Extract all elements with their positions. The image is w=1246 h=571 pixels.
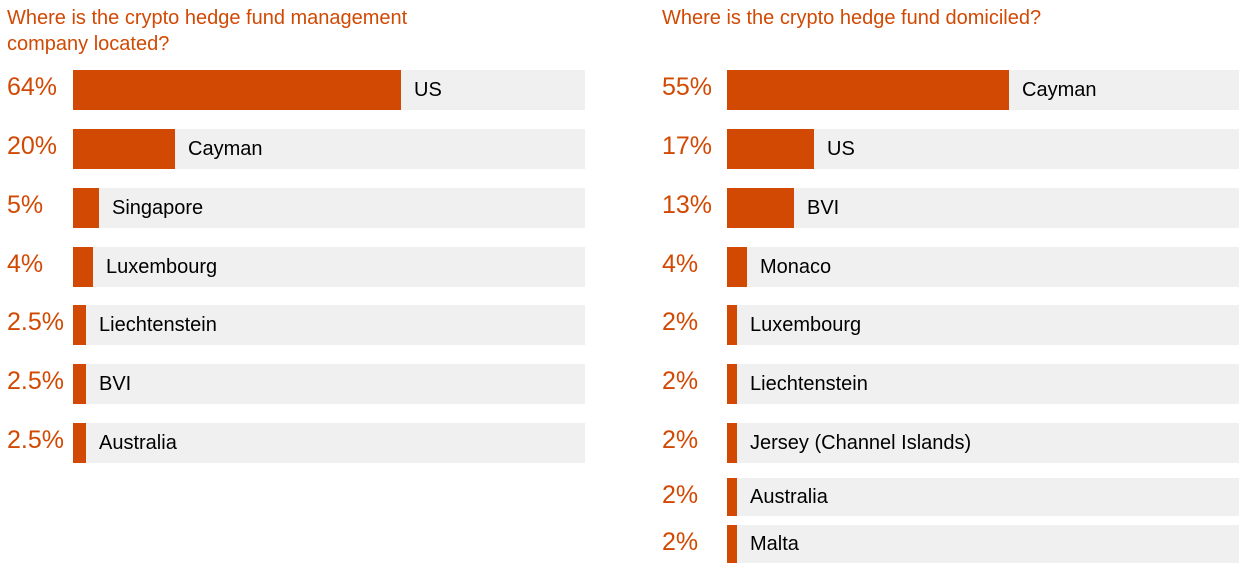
domicile-category-label-liechtenstein: Liechtenstein bbox=[750, 373, 868, 395]
domicile-value-label-monaco: 4% bbox=[662, 250, 699, 278]
domicile-category-label-monaco: Monaco bbox=[760, 256, 832, 278]
domicile-bar-cayman bbox=[727, 70, 1009, 110]
mgmt-value-label-luxembourg: 4% bbox=[7, 250, 44, 278]
mgmt-bar-track-bvi bbox=[73, 364, 585, 404]
mgmt-value-label-australia: 2.5% bbox=[7, 426, 64, 454]
mgmt-bar-australia bbox=[73, 423, 86, 463]
domicile-bar-track-australia bbox=[727, 478, 1239, 516]
mgmt-category-label-australia: Australia bbox=[99, 432, 177, 454]
domicile-bar-track-us bbox=[727, 129, 1239, 169]
mgmt-bar-track-singapore bbox=[73, 188, 585, 228]
domicile-bar-track-monaco bbox=[727, 247, 1239, 287]
mgmt-value-label-liechtenstein: 2.5% bbox=[7, 308, 64, 336]
domicile-value-label-jersey-channel-islands: 2% bbox=[662, 426, 699, 454]
mgmt-category-label-liechtenstein: Liechtenstein bbox=[99, 314, 217, 336]
mgmt-value-label-bvi: 2.5% bbox=[7, 367, 64, 395]
domicile-value-label-bvi: 13% bbox=[662, 191, 713, 219]
mgmt-category-label-bvi: BVI bbox=[99, 373, 132, 395]
mgmt-bar-track-australia bbox=[73, 423, 585, 463]
domicile-bar-track-malta bbox=[727, 525, 1239, 563]
mgmt-bar-track-liechtenstein bbox=[73, 305, 585, 345]
domicile-value-label-us: 17% bbox=[662, 132, 713, 160]
domicile-bar-track-bvi bbox=[727, 188, 1239, 228]
mgmt-bar-cayman bbox=[73, 129, 175, 169]
mgmt-category-label-cayman: Cayman bbox=[188, 138, 263, 160]
domicile-bar-australia bbox=[727, 478, 737, 516]
mgmt-bar-us bbox=[73, 70, 401, 110]
domicile-category-label-jersey-channel-islands: Jersey (Channel Islands) bbox=[750, 432, 972, 454]
domicile-bar-liechtenstein bbox=[727, 364, 737, 404]
domicile-bar-monaco bbox=[727, 247, 747, 287]
mgmt-bar-track-us bbox=[73, 70, 585, 110]
mgmt-value-label-us: 64% bbox=[7, 73, 58, 101]
domicile-bar-track-liechtenstein bbox=[727, 364, 1239, 404]
domicile-bar-track-jersey-channel-islands bbox=[727, 423, 1239, 463]
mgmt-bar-liechtenstein bbox=[73, 305, 86, 345]
mgmt-category-label-singapore: Singapore bbox=[112, 197, 204, 219]
domicile-value-label-malta: 2% bbox=[662, 528, 699, 556]
mgmt-bar-luxembourg bbox=[73, 247, 93, 287]
domicile-bar-track-luxembourg bbox=[727, 305, 1239, 345]
domicile-value-label-cayman: 55% bbox=[662, 73, 713, 101]
domicile-category-label-us: US bbox=[827, 138, 855, 160]
domicile-category-label-australia: Australia bbox=[750, 486, 828, 508]
mgmt-bar-track-luxembourg bbox=[73, 247, 585, 287]
domicile-bar-us bbox=[727, 129, 814, 169]
domicile-bar-malta bbox=[727, 525, 737, 563]
mgmt-bar-track-cayman bbox=[73, 129, 585, 169]
mgmt-category-label-luxembourg: Luxembourg bbox=[106, 256, 218, 278]
domicile-value-label-liechtenstein: 2% bbox=[662, 367, 699, 395]
mgmt-bar-bvi bbox=[73, 364, 86, 404]
domicile-category-label-cayman: Cayman bbox=[1022, 79, 1097, 101]
domicile-category-label-malta: Malta bbox=[750, 533, 799, 555]
domicile-bar-track-cayman bbox=[727, 70, 1239, 110]
domicile-bar-jersey-channel-islands bbox=[727, 423, 737, 463]
domicile-chart-title: Where is the crypto hedge fund domiciled… bbox=[662, 7, 1042, 29]
mgmt-value-label-singapore: 5% bbox=[7, 191, 44, 219]
domicile-bar-bvi bbox=[727, 188, 794, 228]
mgmt-bar-singapore bbox=[73, 188, 99, 228]
mgmt-category-label-us: US bbox=[414, 79, 442, 101]
domicile-bar-luxembourg bbox=[727, 305, 737, 345]
mgmt-value-label-cayman: 20% bbox=[7, 132, 58, 160]
management-location-chart-title: Where is the crypto hedge fund managemen… bbox=[7, 7, 408, 55]
domicile-category-label-bvi: BVI bbox=[807, 197, 840, 219]
domicile-value-label-luxembourg: 2% bbox=[662, 308, 699, 336]
domicile-value-label-australia: 2% bbox=[662, 481, 699, 509]
domicile-category-label-luxembourg: Luxembourg bbox=[750, 314, 862, 336]
